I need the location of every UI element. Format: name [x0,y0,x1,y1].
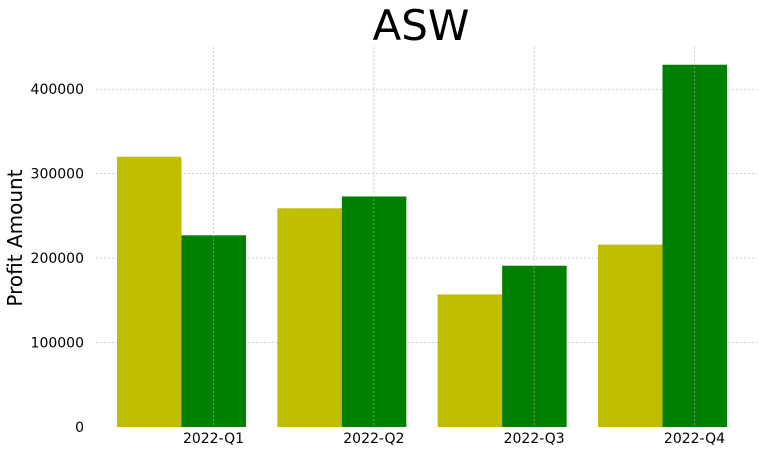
bars-layer [117,64,727,427]
bar-series-1-2022-Q2 [277,208,342,427]
bar-series-1-2022-Q3 [437,294,503,427]
x-tick-label: 2022-Q2 [343,431,404,447]
bar-series-1-2022-Q4 [597,244,663,427]
x-tick-label: 2022-Q1 [183,431,244,447]
chart-title: ASW [373,1,470,50]
y-tick-label: 400000 [31,82,84,98]
bar-series-2-2022-Q4 [662,64,727,427]
x-tick-label: 2022-Q4 [664,431,725,447]
y-tick-label: 300000 [31,167,84,183]
x-grid-layer [213,47,695,427]
x-tick-label: 2022-Q3 [504,431,565,447]
y-axis-label: Profit Amount [3,169,27,306]
y-ticks-layer: 0 100000 200000 300000 400000 [31,82,84,436]
bar-series-1-2022-Q1 [117,156,182,427]
x-ticks-layer: 2022-Q1 2022-Q2 2022-Q3 2022-Q4 [183,431,725,447]
y-tick-label: 200000 [31,251,84,267]
y-tick-label: 100000 [31,336,84,352]
y-tick-label: 0 [75,420,84,436]
bar-series-2-2022-Q3 [502,265,567,427]
